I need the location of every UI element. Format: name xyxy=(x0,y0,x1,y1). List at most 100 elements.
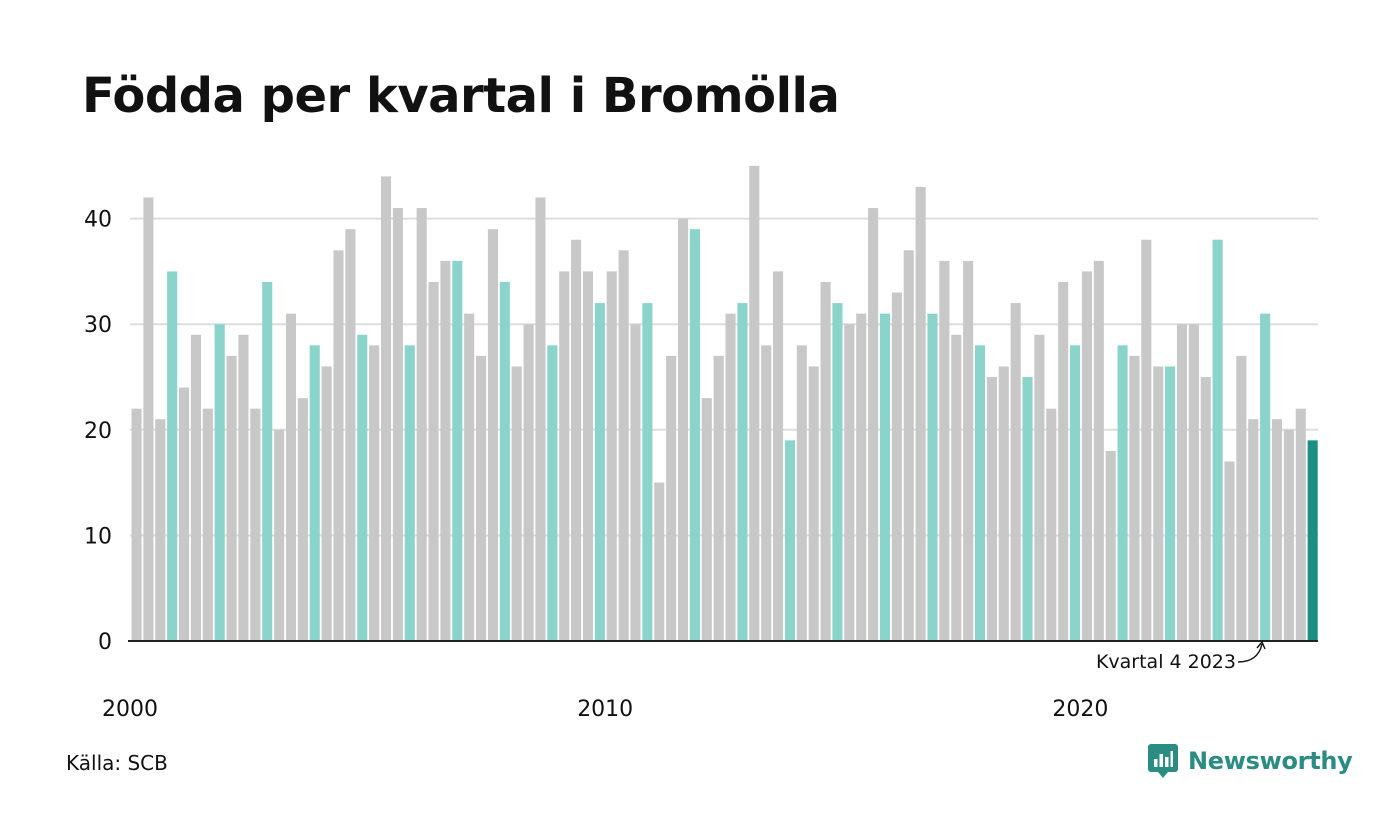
bar xyxy=(333,250,344,641)
bar xyxy=(654,482,665,641)
bar xyxy=(666,355,677,641)
y-tick-label: 10 xyxy=(84,524,112,549)
bar xyxy=(190,334,201,641)
bar xyxy=(250,408,261,641)
x-tick-label: 2020 xyxy=(1052,697,1108,722)
bar xyxy=(155,419,166,641)
bar xyxy=(1188,324,1199,641)
bar xyxy=(297,398,308,641)
bar xyxy=(167,271,178,641)
newsworthy-logo-icon xyxy=(1148,744,1178,778)
bar xyxy=(986,377,997,641)
bar xyxy=(1093,260,1104,641)
bars xyxy=(131,165,1318,642)
bar xyxy=(773,271,784,641)
bar xyxy=(499,281,510,641)
bar xyxy=(963,260,974,641)
bar xyxy=(630,324,641,641)
bar xyxy=(713,355,724,641)
bar xyxy=(1295,408,1306,641)
bar xyxy=(820,281,831,641)
bar xyxy=(571,239,582,641)
bar xyxy=(1200,377,1211,641)
bar xyxy=(1212,239,1223,641)
bar xyxy=(1260,313,1271,641)
bar xyxy=(1271,419,1283,641)
bar xyxy=(868,208,879,642)
bar xyxy=(737,303,748,641)
bar xyxy=(879,313,891,641)
brand-name: Newsworthy xyxy=(1188,747,1353,775)
bar xyxy=(321,366,332,641)
x-axis-ticks: 2000 2010 2020 xyxy=(102,697,1108,722)
bar xyxy=(582,271,594,641)
annotation-label: Kvartal 4 2023 xyxy=(1096,651,1236,673)
bar xyxy=(998,366,1009,641)
chart-title: Födda per kvartal i Bromölla xyxy=(82,68,840,124)
bar xyxy=(1010,303,1021,641)
bar xyxy=(523,324,534,641)
bar xyxy=(1034,334,1045,641)
x-tick-label: 2000 xyxy=(102,697,158,722)
bar xyxy=(1283,429,1294,641)
bar xyxy=(1141,239,1152,641)
annotation: Kvartal 4 2023 xyxy=(1096,640,1266,673)
bar xyxy=(749,165,760,642)
y-tick-label: 0 xyxy=(98,630,112,655)
bar xyxy=(974,345,986,641)
bar xyxy=(1224,461,1235,641)
gridlines xyxy=(130,217,1318,537)
bar xyxy=(357,334,368,641)
bar xyxy=(784,440,795,641)
annotation-arrow xyxy=(1237,643,1263,663)
bar xyxy=(274,429,285,641)
bar xyxy=(380,176,392,642)
bar xyxy=(1070,345,1081,641)
newsworthy-logo: Newsworthy xyxy=(1148,744,1353,778)
bar xyxy=(345,229,356,641)
bar xyxy=(606,271,617,641)
bar xyxy=(832,303,843,641)
bar xyxy=(547,345,558,641)
bar xyxy=(725,313,736,641)
bar xyxy=(642,303,653,641)
bar xyxy=(226,355,237,641)
bar xyxy=(416,208,427,642)
bar xyxy=(179,387,190,641)
bar xyxy=(927,313,938,641)
bar xyxy=(1117,345,1128,641)
bar xyxy=(452,260,463,641)
bar xyxy=(369,345,380,641)
bar xyxy=(464,313,475,641)
bar xyxy=(903,250,914,641)
bar xyxy=(131,408,142,641)
bar xyxy=(1165,366,1176,641)
bar xyxy=(689,229,700,641)
bar xyxy=(1248,419,1259,641)
annotation-arrowhead xyxy=(1256,640,1266,650)
bar xyxy=(1176,324,1188,641)
bar xyxy=(677,218,689,641)
bar xyxy=(891,292,902,641)
bar xyxy=(1081,271,1092,641)
bar xyxy=(535,197,546,642)
y-tick-label: 30 xyxy=(84,313,112,338)
bar xyxy=(1022,377,1033,641)
bar xyxy=(1236,355,1247,641)
bar xyxy=(214,324,225,641)
bar xyxy=(594,303,605,641)
bar xyxy=(808,366,819,641)
bar xyxy=(1129,355,1140,641)
bar xyxy=(476,355,487,641)
bar xyxy=(487,229,498,641)
bar xyxy=(1153,366,1164,641)
bar xyxy=(1058,281,1069,641)
bar xyxy=(1307,440,1318,641)
bar xyxy=(939,260,950,641)
bar xyxy=(559,271,570,641)
bar xyxy=(143,197,154,642)
bar xyxy=(285,313,297,641)
y-tick-label: 40 xyxy=(84,208,112,233)
bar xyxy=(856,313,867,641)
bar xyxy=(761,345,772,641)
